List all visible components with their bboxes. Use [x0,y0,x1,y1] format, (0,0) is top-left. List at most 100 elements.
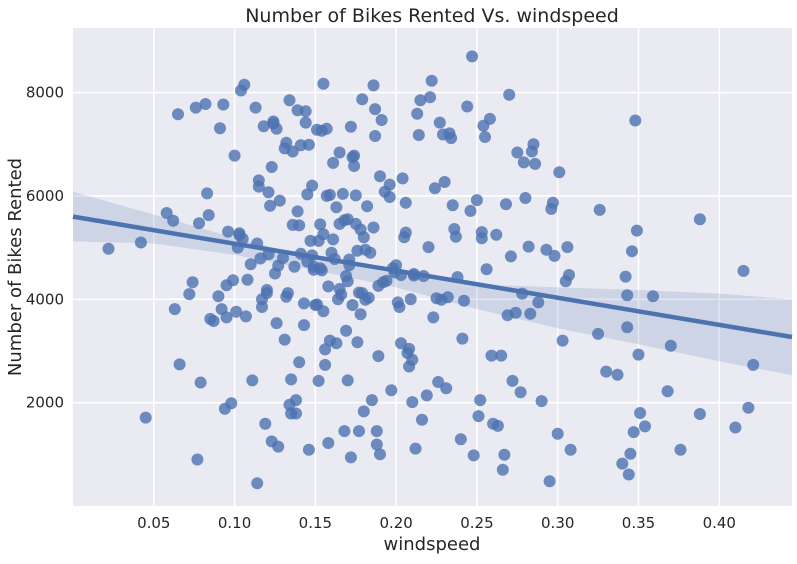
data-point [278,333,291,346]
y-tick-labels: 2000 4000 6000 8000 [26,84,64,412]
data-point [621,289,634,302]
data-point [227,274,239,287]
data-point [519,192,532,204]
data-point [500,198,512,211]
data-point [393,301,406,313]
data-point [207,315,220,327]
data-point [194,376,207,389]
data-point [647,290,659,303]
data-point [285,373,298,386]
data-point [593,203,606,216]
data-point [383,178,396,191]
data-point [621,321,634,334]
data-point [238,78,251,91]
data-point [475,226,488,239]
data-point [742,401,755,414]
data-point [322,437,335,449]
data-point [416,413,428,426]
data-point [202,209,215,222]
data-point [496,463,509,476]
data-point [374,448,386,461]
data-point [280,136,293,149]
data-point [341,275,354,288]
data-point [173,358,186,371]
data-point [383,191,396,203]
data-point [252,174,265,187]
data-point [315,264,328,277]
data-point [693,408,706,420]
data-point [262,186,275,199]
data-point [270,122,283,135]
data-point [298,297,310,310]
data-point [201,187,214,200]
data-point [461,100,474,113]
data-point [317,305,330,318]
data-point [193,217,205,230]
data-point [449,230,462,243]
data-point [445,132,458,145]
data-point [369,130,382,142]
data-point [747,358,760,371]
data-point [441,291,454,304]
data-point [288,260,301,273]
x-tick-label: 0.15 [299,514,332,532]
data-point [540,243,553,256]
data-point [260,284,273,296]
data-point [257,120,270,133]
data-point [467,449,480,462]
data-point [472,410,485,423]
data-point [522,240,535,253]
data-point [592,327,605,340]
data-point [357,405,370,418]
data-point [139,411,152,424]
data-point [134,236,147,249]
x-tick-label: 0.30 [541,514,574,532]
data-point [406,396,419,409]
data-point [506,374,519,387]
data-point [412,129,425,141]
data-points [102,50,760,490]
data-point [293,356,306,369]
data-point [372,350,385,363]
data-point [543,475,556,488]
data-point [737,264,750,277]
data-point [414,94,427,107]
data-point [320,122,333,135]
data-point [327,156,340,169]
data-point [629,114,642,127]
data-point [172,108,184,121]
data-point [529,157,542,170]
y-tick-label: 6000 [26,187,64,205]
data-point [438,176,451,188]
data-point [420,389,433,402]
data-point [273,194,286,207]
data-point [729,421,742,434]
data-point [428,182,441,195]
data-point [281,287,294,300]
data-point [495,349,508,362]
data-point [627,426,640,439]
data-point [422,241,435,254]
data-point [228,149,241,162]
data-point [674,443,687,456]
data-point [624,447,637,460]
data-point [504,250,517,263]
data-point [351,336,364,349]
data-point [380,274,393,287]
data-point [167,214,180,227]
data-point [236,232,249,245]
data-point [365,394,378,407]
data-point [634,407,647,419]
data-point [440,382,453,395]
y-tick-label: 4000 [26,290,64,308]
data-point [369,103,382,116]
x-tick-label: 0.10 [218,514,251,532]
x-tick-label: 0.40 [703,514,736,532]
data-point [517,156,530,169]
data-point [424,91,437,104]
data-point [639,420,651,433]
x-tick-labels: 0.05 0.10 0.15 0.20 0.25 0.30 0.35 0.40 [137,514,736,532]
data-point [693,213,706,226]
data-point [317,228,330,241]
data-point [511,146,524,159]
